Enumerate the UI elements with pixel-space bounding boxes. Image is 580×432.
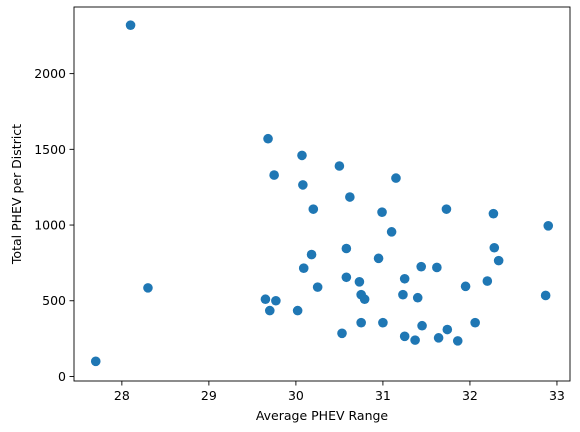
data-point [442, 324, 453, 335]
data-point [433, 333, 444, 343]
data-point [391, 173, 401, 183]
data-point [378, 317, 388, 328]
data-point [354, 277, 365, 287]
y-axis-ticks: 0 500 1000 1500 2000 [34, 66, 74, 384]
data-point [334, 161, 345, 171]
plot-frame [73, 6, 571, 382]
y-tick-label: 2000 [34, 66, 66, 81]
data-point [399, 331, 410, 342]
data-point [386, 227, 397, 237]
data-point [312, 282, 323, 292]
data-point [337, 328, 347, 339]
data-point [412, 292, 423, 303]
data-point [125, 20, 136, 30]
y-tick-label: 1000 [34, 218, 66, 233]
data-point [417, 320, 427, 331]
data-point [308, 204, 319, 214]
data-point [373, 253, 384, 264]
data-point [341, 243, 352, 254]
data-point [488, 208, 499, 219]
x-tick-label: 33 [549, 388, 565, 403]
data-point [493, 255, 504, 266]
data-point [441, 204, 452, 214]
data-point [269, 170, 279, 180]
data-point [432, 262, 442, 273]
data-point [356, 317, 366, 328]
data-point [416, 261, 427, 272]
data-point [271, 295, 281, 306]
data-point [359, 294, 370, 305]
data-point [306, 249, 317, 260]
data-point [398, 289, 408, 300]
x-tick-label: 31 [375, 388, 391, 403]
data-point [263, 133, 273, 144]
data-point [482, 276, 493, 286]
x-tick-label: 29 [201, 388, 217, 403]
data-point [399, 273, 410, 284]
data-point [345, 192, 355, 202]
data-point [540, 290, 551, 301]
points-layer [90, 20, 554, 367]
data-point [260, 294, 271, 305]
data-point [292, 305, 303, 316]
x-axis-label: Average PHEV Range [256, 408, 389, 423]
x-axis-ticks: 28 29 30 31 32 33 [114, 381, 565, 403]
y-tick-label: 0 [58, 369, 66, 384]
data-point [489, 242, 500, 253]
data-point [298, 263, 309, 273]
data-point [143, 283, 153, 293]
data-point [452, 336, 463, 346]
x-tick-label: 30 [288, 388, 304, 403]
data-point [410, 335, 420, 345]
y-tick-label: 1500 [34, 142, 66, 157]
data-point [470, 317, 480, 328]
data-point [90, 356, 101, 367]
data-point [297, 150, 307, 161]
data-point [341, 272, 352, 283]
x-tick-label: 28 [114, 388, 130, 403]
y-tick-label: 500 [42, 293, 66, 308]
data-point [264, 305, 275, 316]
data-point [298, 180, 308, 190]
y-axis-label: Total PHEV per District [9, 124, 24, 265]
data-point [377, 207, 387, 217]
data-point [543, 221, 554, 231]
data-point [460, 281, 471, 292]
x-tick-label: 32 [462, 388, 478, 403]
